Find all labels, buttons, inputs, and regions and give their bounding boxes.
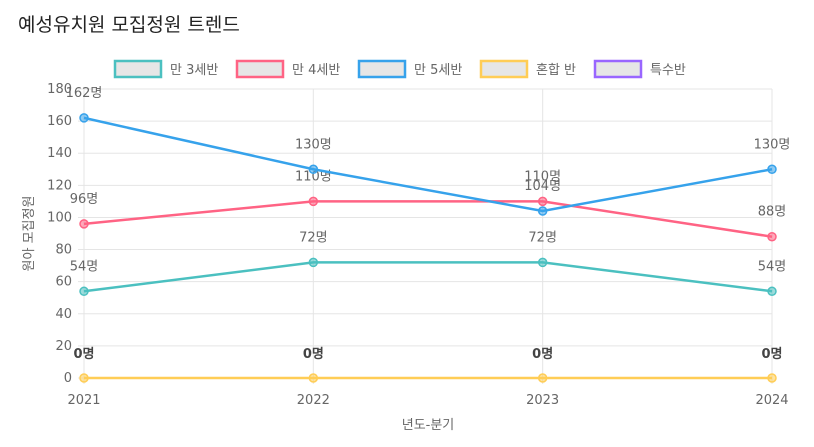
data-point[interactable] [767, 164, 777, 175]
data-point[interactable] [308, 164, 319, 175]
data-label: 72명 [528, 230, 557, 245]
x-tick-label: 2021 [67, 393, 100, 408]
x-tick-label: 2024 [755, 393, 788, 408]
data-label: 0명 [303, 346, 324, 362]
data-label: 110명 [524, 169, 561, 184]
x-axis-title: 년도-분기 [402, 418, 455, 433]
legend-swatch[interactable] [593, 59, 643, 79]
legend-label[interactable]: 만 3세반 [170, 63, 218, 78]
legend-swatch[interactable] [479, 59, 529, 79]
y-tick-label: 20 [55, 339, 72, 354]
data-point[interactable] [537, 206, 548, 216]
data-point[interactable] [767, 373, 777, 383]
page-title: 예성유치원 모집정원 트렌드 [18, 14, 240, 36]
data-label: 0명 [73, 346, 94, 362]
data-point[interactable] [308, 257, 319, 268]
data-point[interactable] [79, 219, 89, 229]
legend-label[interactable]: 혼합 반 [536, 63, 576, 78]
series-line [83, 200, 773, 238]
x-tick-label: 2023 [526, 393, 559, 408]
y-tick-label: 80 [55, 243, 72, 258]
y-tick-label: 60 [55, 275, 72, 290]
series-line [83, 116, 773, 213]
data-point[interactable] [79, 373, 89, 383]
data-point[interactable] [767, 286, 777, 297]
data-point[interactable] [308, 373, 319, 383]
legend-swatch[interactable] [235, 59, 285, 79]
data-label: 54명 [70, 259, 99, 274]
data-point[interactable] [537, 257, 548, 268]
y-tick-label: 160 [47, 114, 72, 129]
y-tick-label: 140 [47, 146, 72, 161]
data-label: 104명 [524, 179, 561, 194]
x-tick-label: 2022 [297, 393, 330, 408]
legend-label[interactable]: 특수반 [650, 63, 686, 78]
legend-swatch[interactable] [113, 59, 163, 79]
data-label: 88명 [758, 205, 787, 220]
data-label: 130명 [754, 137, 791, 152]
data-point[interactable] [767, 231, 777, 242]
series-line [83, 261, 773, 293]
data-point[interactable] [79, 113, 89, 123]
legend-label[interactable]: 만 5세반 [414, 63, 462, 78]
data-point[interactable] [308, 196, 319, 207]
y-tick-label: 120 [47, 178, 72, 193]
data-label: 162명 [66, 86, 103, 101]
data-label: 96명 [70, 192, 99, 207]
legend-swatch[interactable] [357, 59, 407, 79]
data-point[interactable] [537, 196, 548, 207]
data-point[interactable] [537, 373, 548, 383]
data-label: 0명 [532, 346, 553, 362]
data-label: 72명 [299, 230, 328, 245]
data-label: 130명 [295, 137, 332, 152]
data-label: 54명 [758, 259, 787, 274]
data-point[interactable] [79, 286, 89, 297]
y-tick-label: 40 [55, 307, 72, 322]
y-tick-label: 180 [47, 82, 72, 97]
y-tick-label: 100 [47, 210, 72, 225]
data-label: 0명 [761, 346, 782, 362]
data-label: 110명 [295, 169, 332, 184]
y-tick-label: 0 [64, 371, 72, 386]
y-axis-title: 원아 모집정원 [22, 196, 37, 272]
legend-label[interactable]: 만 4세반 [292, 63, 340, 78]
